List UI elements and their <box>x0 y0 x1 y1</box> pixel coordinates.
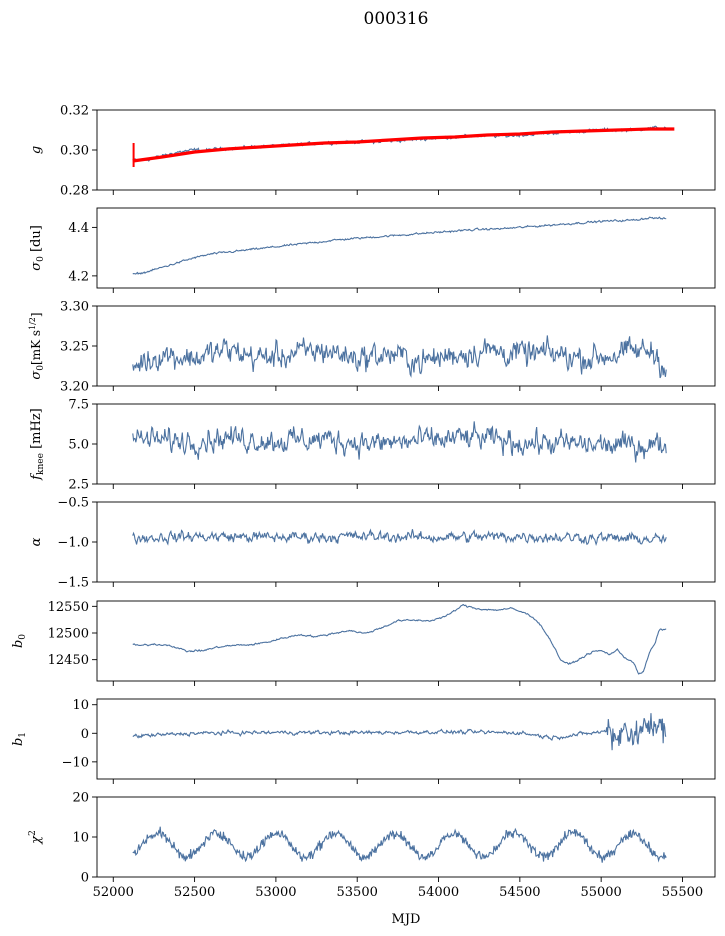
x-tick-label: 55500 <box>662 885 703 900</box>
x-axis-label: MJD <box>392 912 421 927</box>
fit-line-g <box>132 127 675 163</box>
y-tick-label-b1: 10 <box>72 698 89 713</box>
y-tick-label-chi2: 20 <box>72 791 89 806</box>
y-axis-label-b1: b1 <box>11 732 28 746</box>
series-line-fknee <box>132 421 667 463</box>
y-tick-label-chi2: 0 <box>81 871 89 886</box>
y-tick-label-b1: 0 <box>81 727 89 742</box>
series-line-sigma0-mk <box>132 335 667 379</box>
series-line-chi2 <box>132 826 667 863</box>
x-tick-label: 54500 <box>499 885 540 900</box>
y-tick-label-g: 0.32 <box>60 104 89 119</box>
y-tick-label-b0: 12450 <box>48 653 89 668</box>
y-tick-label-alpha: −0.5 <box>57 496 89 511</box>
x-tick-label: 52000 <box>93 885 134 900</box>
axes-frame-alpha <box>96 501 716 583</box>
panel-b1: −10 0 10 b1 <box>11 698 716 784</box>
y-tick-label-alpha: −1.0 <box>57 536 89 551</box>
y-axis-label-fknee: fknee [mHz] <box>29 408 46 481</box>
y-axis-label-sigma0-du: σ0 [du] <box>29 225 46 271</box>
x-tick-label: 53500 <box>337 885 378 900</box>
y-axis-label-chi2: χ2 <box>28 830 44 845</box>
panel-sigma0-mk: 3.20 3.25 3.30 σ0[mK s1/2] <box>28 300 716 395</box>
x-tick-label: 52500 <box>174 885 215 900</box>
series-line-sigma0-du <box>132 216 667 275</box>
axes-frame-sigma0-du <box>96 207 716 289</box>
y-tick-label-sigma0-mk: 3.30 <box>60 300 89 315</box>
series-line-b0 <box>132 604 667 675</box>
y-tick-label-alpha: −1.5 <box>57 576 89 591</box>
y-tick-label-fknee: 5.0 <box>68 438 89 453</box>
panel-sigma0-du: 4.2 4.4 σ0 [du] <box>29 207 716 293</box>
x-tick-label: 53000 <box>255 885 296 900</box>
series-line-alpha <box>132 528 667 547</box>
y-tick-label-sigma0-mk: 3.25 <box>60 340 89 355</box>
y-tick-label-fknee: 2.5 <box>68 478 89 493</box>
y-axis-label-g: g <box>29 146 44 154</box>
panel-b0: 12450 12500 12550 b0 <box>11 600 716 686</box>
y-tick-label-sigma0-du: 4.4 <box>68 221 89 236</box>
y-tick-label-sigma0-mk: 3.20 <box>60 380 89 395</box>
series-line-b1 <box>132 713 667 751</box>
y-tick-label-b0: 12550 <box>48 600 89 615</box>
y-tick-label-b0: 12500 <box>48 627 89 642</box>
panel-fknee: 2.5 5.0 7.5 fknee [mHz] <box>29 398 716 493</box>
y-tick-label-fknee: 7.5 <box>68 398 89 413</box>
axes-frame-chi2 <box>96 796 716 878</box>
panel-g: 0.28 0.30 0.32 g <box>29 104 716 199</box>
y-tick-label-g: 0.28 <box>60 184 89 199</box>
y-axis-label-sigma0-mk: σ0[mK s1/2] <box>28 312 46 379</box>
panel-alpha: −1.5 −1.0 −0.5 α <box>29 496 716 591</box>
y-axis-label-alpha: α <box>29 537 44 546</box>
axes-frame-b1 <box>96 698 716 780</box>
panel-chi2: 0 10 20 52000 52500 53000 53500 54000 54500 55000… <box>28 791 716 900</box>
panels: 0.28 0.30 0.32 g 4.2 4.4 σ0 [du] 3.20 3.25 3.30 σ0… <box>11 104 716 900</box>
figure-title: 000316 <box>364 9 429 29</box>
y-tick-label-sigma0-du: 4.2 <box>68 269 89 284</box>
y-tick-label-chi2: 10 <box>72 831 89 846</box>
y-tick-label-g: 0.30 <box>60 144 89 159</box>
x-tick-label: 55000 <box>580 885 621 900</box>
x-tick-label: 54000 <box>418 885 459 900</box>
axes-frame-b0 <box>96 600 716 682</box>
y-tick-label-b1: −10 <box>62 755 89 770</box>
y-axis-label-b0: b0 <box>11 634 28 648</box>
